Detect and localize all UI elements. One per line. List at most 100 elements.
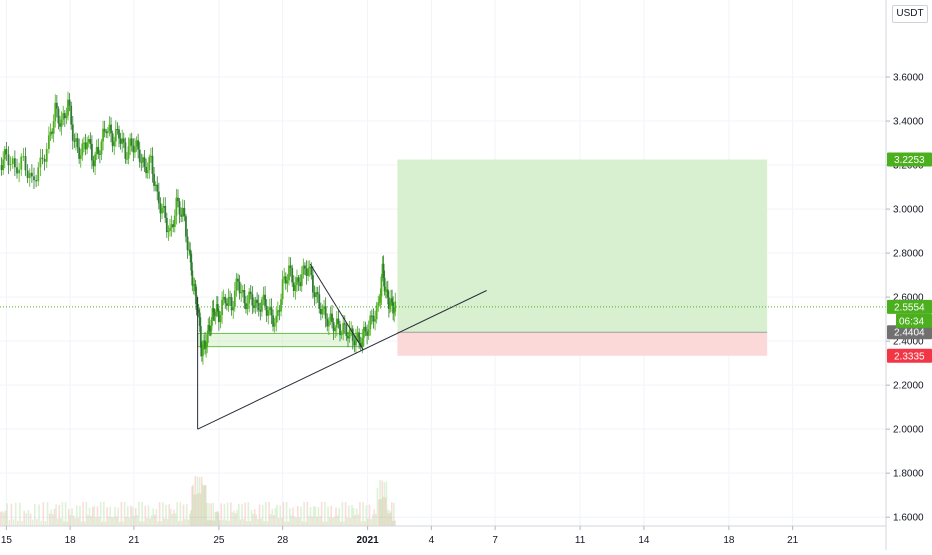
candle-body xyxy=(118,129,120,139)
candle-body xyxy=(297,277,300,283)
candle-body xyxy=(383,277,386,292)
volume-bar xyxy=(202,485,205,526)
volume-bar xyxy=(317,507,320,526)
volume-bar xyxy=(131,507,134,526)
price-label-box xyxy=(887,348,932,363)
volume-bar xyxy=(90,515,92,526)
candle-body xyxy=(334,327,337,332)
volume-bar xyxy=(349,518,352,526)
volume-bar xyxy=(230,502,232,526)
candle-body xyxy=(212,308,215,313)
candle-body xyxy=(75,138,77,142)
candle-body xyxy=(270,307,273,316)
volume-bar xyxy=(225,520,227,526)
volume-bar xyxy=(103,501,105,526)
candle-body xyxy=(310,266,313,276)
volume-bar xyxy=(34,504,36,526)
candle-body xyxy=(22,156,25,158)
trendline xyxy=(197,290,487,430)
volume-bar xyxy=(207,520,209,526)
x-tick-label: 15 xyxy=(1,535,13,546)
volume-bar xyxy=(154,514,156,526)
volume-bar xyxy=(386,509,389,526)
candle-body xyxy=(86,142,89,150)
volume-bar xyxy=(111,517,113,526)
volume-bar xyxy=(122,521,124,526)
volume-bar xyxy=(214,511,217,526)
candle-body xyxy=(3,149,6,160)
volume-bar xyxy=(163,518,166,526)
candle-body xyxy=(319,308,322,315)
volume-bar xyxy=(319,516,321,526)
candle-body xyxy=(359,342,362,347)
volume-bar xyxy=(87,515,89,526)
candle-body xyxy=(122,138,125,143)
volume-bar xyxy=(244,502,246,526)
candle-body xyxy=(97,146,100,154)
candle-body xyxy=(370,315,373,317)
volume-bar xyxy=(365,505,368,526)
candle-body xyxy=(378,301,381,303)
volume-bar xyxy=(201,484,204,526)
volume-bar xyxy=(85,501,88,526)
candle-body xyxy=(81,143,84,156)
candle-body xyxy=(302,265,305,275)
volume-bar xyxy=(157,521,159,526)
candle-body xyxy=(192,285,195,287)
volume-bar xyxy=(281,517,283,526)
volume-bar xyxy=(106,507,108,526)
candle-body xyxy=(296,277,298,286)
volume-bar xyxy=(335,507,337,526)
volume-bar xyxy=(38,504,40,526)
candle-body xyxy=(2,159,5,171)
volume-bar xyxy=(282,501,285,526)
candle-body xyxy=(162,205,165,208)
candle-body xyxy=(308,266,311,269)
candle-body xyxy=(177,197,179,202)
volume-bar xyxy=(61,502,64,526)
volume-bar xyxy=(239,519,242,526)
candle-body xyxy=(5,149,8,155)
candle-body xyxy=(377,302,380,306)
volume-bar xyxy=(308,515,310,526)
volume-bar xyxy=(42,502,45,526)
volume-bar xyxy=(233,510,235,526)
candle-body xyxy=(172,224,175,227)
candle-body xyxy=(114,128,117,142)
candle-body xyxy=(167,230,170,233)
candle-body xyxy=(214,312,217,316)
candle-body xyxy=(92,160,95,167)
price-label-text: 2.5554 xyxy=(894,302,925,313)
candle-body xyxy=(28,172,31,179)
candle-body xyxy=(392,302,395,314)
volume-bar xyxy=(29,513,32,526)
currency-label[interactable]: USDT xyxy=(892,5,928,23)
volume-bar xyxy=(226,502,229,526)
volume-bar xyxy=(91,507,94,526)
volume-bar xyxy=(198,477,201,526)
volume-bar xyxy=(327,506,329,526)
volume-bar xyxy=(196,476,199,526)
volume-bar xyxy=(359,501,361,526)
volume-bar xyxy=(46,502,49,526)
candle-body xyxy=(286,280,289,284)
volume-bar xyxy=(368,504,371,526)
candle-body xyxy=(300,274,303,287)
candle-body xyxy=(89,139,92,144)
volume-bar xyxy=(261,505,264,526)
volume-bar xyxy=(338,508,341,526)
volume-bar xyxy=(340,521,342,526)
volume-bar xyxy=(296,505,299,526)
countdown-box xyxy=(896,313,932,328)
candle-body xyxy=(106,130,109,134)
candle-body xyxy=(191,270,194,286)
volume-bar xyxy=(185,503,188,526)
volume-bar xyxy=(4,510,7,526)
candle-body xyxy=(129,138,132,147)
candle-body xyxy=(375,305,378,320)
candle-body xyxy=(20,156,23,170)
volume-bar xyxy=(220,503,223,526)
candle-body xyxy=(178,201,181,215)
